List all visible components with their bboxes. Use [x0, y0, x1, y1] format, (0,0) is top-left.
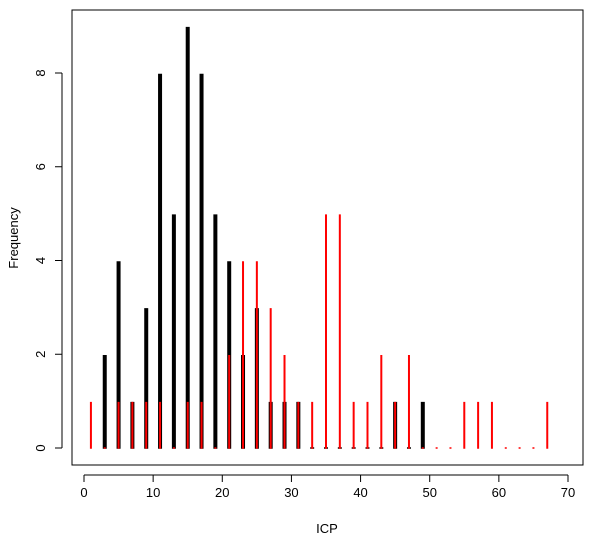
x-axis-label: ICP — [316, 521, 338, 536]
x-tick-label: 10 — [146, 485, 160, 500]
y-tick-label: 6 — [33, 163, 48, 170]
bars — [89, 26, 549, 449]
x-tick-label: 0 — [80, 485, 87, 500]
plot-frame — [71, 9, 584, 466]
y-tick-label: 8 — [33, 69, 48, 76]
x-tick-label: 30 — [284, 485, 298, 500]
y-tick-label: 2 — [33, 351, 48, 358]
x-axis: 0 10 20 30 40 50 60 70 — [80, 474, 575, 500]
x-tick-label: 40 — [353, 485, 367, 500]
y-tick-label: 4 — [33, 257, 48, 264]
x-tick-label: 70 — [561, 485, 575, 500]
y-tick-label: 0 — [33, 444, 48, 451]
x-tick-label: 60 — [492, 485, 506, 500]
x-tick-label: 20 — [215, 485, 229, 500]
y-axis: 0 2 4 6 8 — [33, 69, 63, 452]
y-axis-label: Frequency — [6, 207, 21, 269]
x-tick-label: 50 — [422, 485, 436, 500]
